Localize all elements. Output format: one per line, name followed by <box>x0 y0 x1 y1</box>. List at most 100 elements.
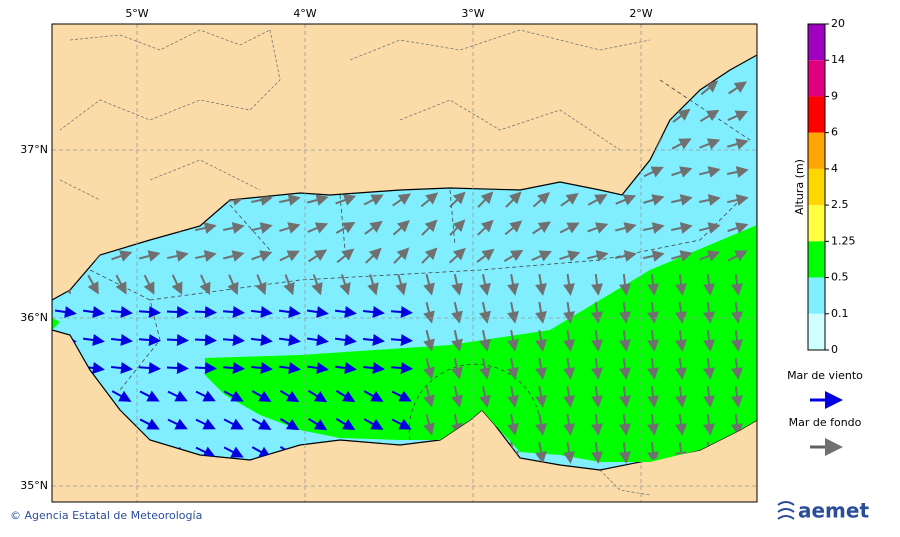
arrow <box>448 247 466 264</box>
arrow <box>167 390 188 402</box>
arrow <box>278 334 301 346</box>
map-area <box>52 24 757 502</box>
arrow <box>250 334 273 346</box>
arrow <box>335 194 357 206</box>
colorbar-frame <box>807 23 826 351</box>
arrow <box>362 306 385 318</box>
arrow <box>591 413 603 436</box>
colorbar-bin <box>808 205 825 242</box>
lon-label: 5°W <box>125 7 148 20</box>
arrow <box>699 250 721 262</box>
arrow <box>194 334 217 346</box>
arrow <box>479 386 491 408</box>
arrow <box>703 385 715 408</box>
arrow <box>535 301 547 324</box>
arrow <box>531 250 552 262</box>
colorbar-bin <box>808 24 825 61</box>
lat-label: 35°N <box>20 479 48 492</box>
arrow <box>423 302 435 324</box>
arrow <box>671 166 693 178</box>
arrow <box>311 274 323 296</box>
arrow <box>504 220 523 236</box>
arrow <box>477 219 494 236</box>
arrow <box>139 250 161 262</box>
arrow <box>699 194 721 206</box>
arrow <box>643 250 665 262</box>
arrow <box>671 138 692 150</box>
arrow <box>423 414 435 436</box>
arrow <box>503 249 524 262</box>
arrow <box>279 194 301 206</box>
arrow <box>139 418 160 430</box>
arrow <box>479 330 491 352</box>
colorbar-label: 20 <box>831 17 845 30</box>
arrow <box>138 334 161 346</box>
arrow <box>166 306 189 318</box>
arrow <box>166 362 189 374</box>
arrow <box>703 273 715 296</box>
arrow <box>195 446 216 458</box>
arrow <box>563 329 575 352</box>
arrow <box>335 390 356 403</box>
colorbar-title: Altura (m) <box>793 159 806 215</box>
arrow <box>111 250 133 262</box>
arrow <box>251 250 273 262</box>
colorbar-bin <box>808 313 825 350</box>
arrow <box>138 306 161 318</box>
arrow <box>451 330 463 352</box>
arrow <box>449 219 466 236</box>
arrow <box>675 301 687 324</box>
arrow <box>591 357 603 380</box>
arrow <box>643 222 665 234</box>
arrow <box>559 250 581 262</box>
arrow <box>278 306 301 318</box>
arrow <box>727 222 749 234</box>
arrow <box>279 222 301 234</box>
colorbar-label: 0.1 <box>831 307 849 320</box>
arrow <box>675 273 687 296</box>
arrow <box>619 413 631 436</box>
arrow <box>390 306 413 318</box>
colorbar-bin <box>808 168 825 206</box>
arrow <box>363 194 384 206</box>
colorbar-label: 9 <box>831 89 838 102</box>
arrow <box>306 334 329 346</box>
colorbar-bin <box>808 132 825 169</box>
arrow <box>727 110 748 122</box>
arrow <box>703 329 715 352</box>
arrow <box>279 417 300 431</box>
legend-label: Mar de fondo <box>789 416 862 429</box>
arrow <box>675 329 687 352</box>
lon-label: 4°W <box>293 7 316 20</box>
arrow <box>167 418 188 430</box>
arrow <box>194 306 217 318</box>
arrow <box>171 274 183 295</box>
arrow <box>563 273 575 296</box>
lon-label: 3°W <box>461 7 484 20</box>
arrow <box>423 386 435 408</box>
arrow <box>731 329 743 352</box>
arrow <box>647 357 659 380</box>
arrow <box>731 357 743 380</box>
arrow <box>675 385 687 408</box>
arrow <box>647 273 659 296</box>
arrow <box>223 390 244 402</box>
colorbar-label: 2.5 <box>831 198 849 211</box>
arrow <box>619 385 631 408</box>
arrow <box>643 194 665 206</box>
arrow <box>363 418 384 430</box>
arrow <box>507 301 519 324</box>
arrow <box>532 192 550 208</box>
arrow <box>619 273 631 296</box>
lat-label: 37°N <box>20 143 48 156</box>
arrow <box>391 418 412 430</box>
arrow <box>731 413 743 436</box>
arrow <box>507 385 519 408</box>
arrow <box>166 334 189 346</box>
arrow <box>362 362 385 374</box>
arrow <box>390 362 413 374</box>
arrow <box>391 390 412 402</box>
arrow <box>587 194 608 206</box>
arrow <box>699 166 721 178</box>
